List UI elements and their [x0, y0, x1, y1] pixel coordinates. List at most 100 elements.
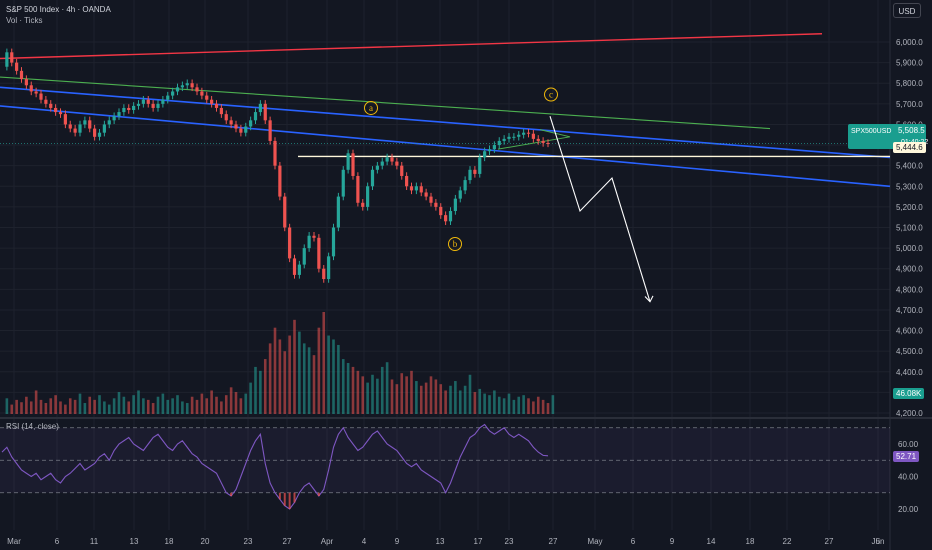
- rsi-axis[interactable]: 20.00 40.00 60.00: [898, 440, 919, 514]
- volume-bar: [59, 401, 62, 414]
- volume-bar: [376, 378, 379, 414]
- candle-body: [370, 169, 375, 187]
- volume-bar: [449, 385, 452, 414]
- candle-body: [473, 169, 477, 174]
- volume-bar: [371, 374, 374, 414]
- candle-body: [424, 192, 428, 197]
- rsi-legend[interactable]: RSI (14, close): [6, 422, 59, 431]
- currency-button[interactable]: USD: [893, 3, 921, 18]
- time-tick-label: 13: [436, 537, 445, 546]
- candle-body: [5, 52, 9, 67]
- volume-bar: [205, 398, 209, 414]
- volume-bar: [239, 398, 243, 414]
- volume-bar: [351, 366, 355, 414]
- volume-bar: [137, 390, 140, 414]
- price-tick-label: 5,300.0: [896, 182, 923, 191]
- candle-body: [273, 140, 277, 166]
- volume-bar: [54, 395, 57, 414]
- volume-bar: [327, 335, 330, 414]
- volume-bar: [166, 399, 170, 414]
- price-tick-label: 5,000.0: [896, 244, 923, 253]
- price-tick-label: 5,900.0: [896, 59, 923, 68]
- candle-body: [200, 91, 204, 96]
- volume-bar: [341, 359, 345, 414]
- candle-body: [88, 120, 92, 129]
- symbol-badge-text: SPX500USD: [851, 128, 892, 135]
- volume-bar: [127, 401, 131, 414]
- candle-body: [10, 52, 14, 63]
- volume-bar: [410, 370, 413, 414]
- volume-bar: [532, 401, 535, 414]
- candle-body: [171, 91, 175, 96]
- candle-body: [546, 142, 550, 144]
- volume-bar: [161, 393, 165, 414]
- volume-bar: [229, 387, 233, 414]
- candle-body: [356, 175, 360, 203]
- candle-body: [122, 107, 126, 113]
- candle-body: [351, 153, 355, 176]
- candle-body: [205, 95, 209, 100]
- candle-body: [132, 105, 136, 111]
- price-tick-label: 4,800.0: [896, 285, 923, 294]
- candle-body: [166, 95, 170, 100]
- candle-body: [102, 124, 106, 133]
- candle-body: [258, 103, 262, 113]
- candle-body: [151, 103, 155, 108]
- volume-badge: 46.08K: [893, 388, 925, 399]
- time-axis[interactable]: Mar 6 11 13 18 20 23 27 Apr 4 9 13 17 23 27 May 6 9 14 18 22…: [7, 537, 884, 546]
- volume-bar: [181, 401, 184, 414]
- candle-body: [210, 99, 214, 104]
- time-tick-label: 14: [707, 537, 716, 546]
- candle-body: [224, 114, 228, 121]
- candle-body: [331, 227, 336, 257]
- projection-arrowhead: [644, 295, 654, 303]
- candle-body: [497, 140, 501, 146]
- candle-body: [278, 165, 282, 197]
- candle-body: [234, 124, 238, 129]
- time-tick-label: 20: [201, 537, 210, 546]
- volume-bar: [156, 396, 160, 414]
- candle-body: [507, 136, 511, 139]
- volume-bar: [49, 398, 53, 414]
- price-tick-label: 5,200.0: [896, 203, 923, 212]
- time-tick-label: 18: [165, 537, 174, 546]
- volume-bar: [483, 393, 486, 414]
- time-tick-label: May: [587, 537, 602, 546]
- candle-body: [448, 211, 453, 222]
- volume-bar: [468, 374, 472, 414]
- volume-bar: [400, 373, 404, 414]
- volume-bar: [478, 388, 482, 414]
- volume-bar: [302, 343, 306, 414]
- volume-bar: [190, 396, 194, 414]
- candle-body: [458, 190, 462, 199]
- candle-body: [434, 202, 438, 207]
- volume-bar: [122, 396, 126, 414]
- candle-body: [483, 151, 487, 158]
- volume-bar: [293, 319, 296, 414]
- volume-bar: [103, 401, 106, 414]
- candle-body: [478, 157, 482, 174]
- volume-bar: [405, 376, 408, 414]
- volume-bar: [210, 390, 213, 414]
- volume-bar: [29, 401, 33, 414]
- volume-bar: [278, 339, 282, 414]
- time-tick-label: 9: [395, 537, 400, 546]
- candle-body: [522, 132, 526, 135]
- candle-body: [429, 196, 433, 203]
- candle-body: [385, 157, 389, 162]
- candle-body: [288, 227, 292, 259]
- candle-body: [190, 83, 194, 88]
- volume-legend[interactable]: Vol · Ticks: [6, 16, 43, 25]
- wave-label-c: c: [549, 90, 553, 100]
- symbol-title[interactable]: S&P 500 Index · 4h · OANDA: [6, 5, 111, 14]
- time-tick-label: 5: [876, 537, 881, 546]
- candle-body: [127, 107, 131, 111]
- price-axis[interactable]: 4,200.04,300.04,400.04,500.04,600.04,700…: [896, 38, 923, 418]
- volume-bar: [224, 395, 228, 414]
- volume-bar: [541, 399, 545, 414]
- volume-bar: [346, 363, 350, 414]
- volume-bar: [195, 399, 199, 414]
- volume-bar: [5, 398, 9, 414]
- price-tick-label: 5,700.0: [896, 100, 923, 109]
